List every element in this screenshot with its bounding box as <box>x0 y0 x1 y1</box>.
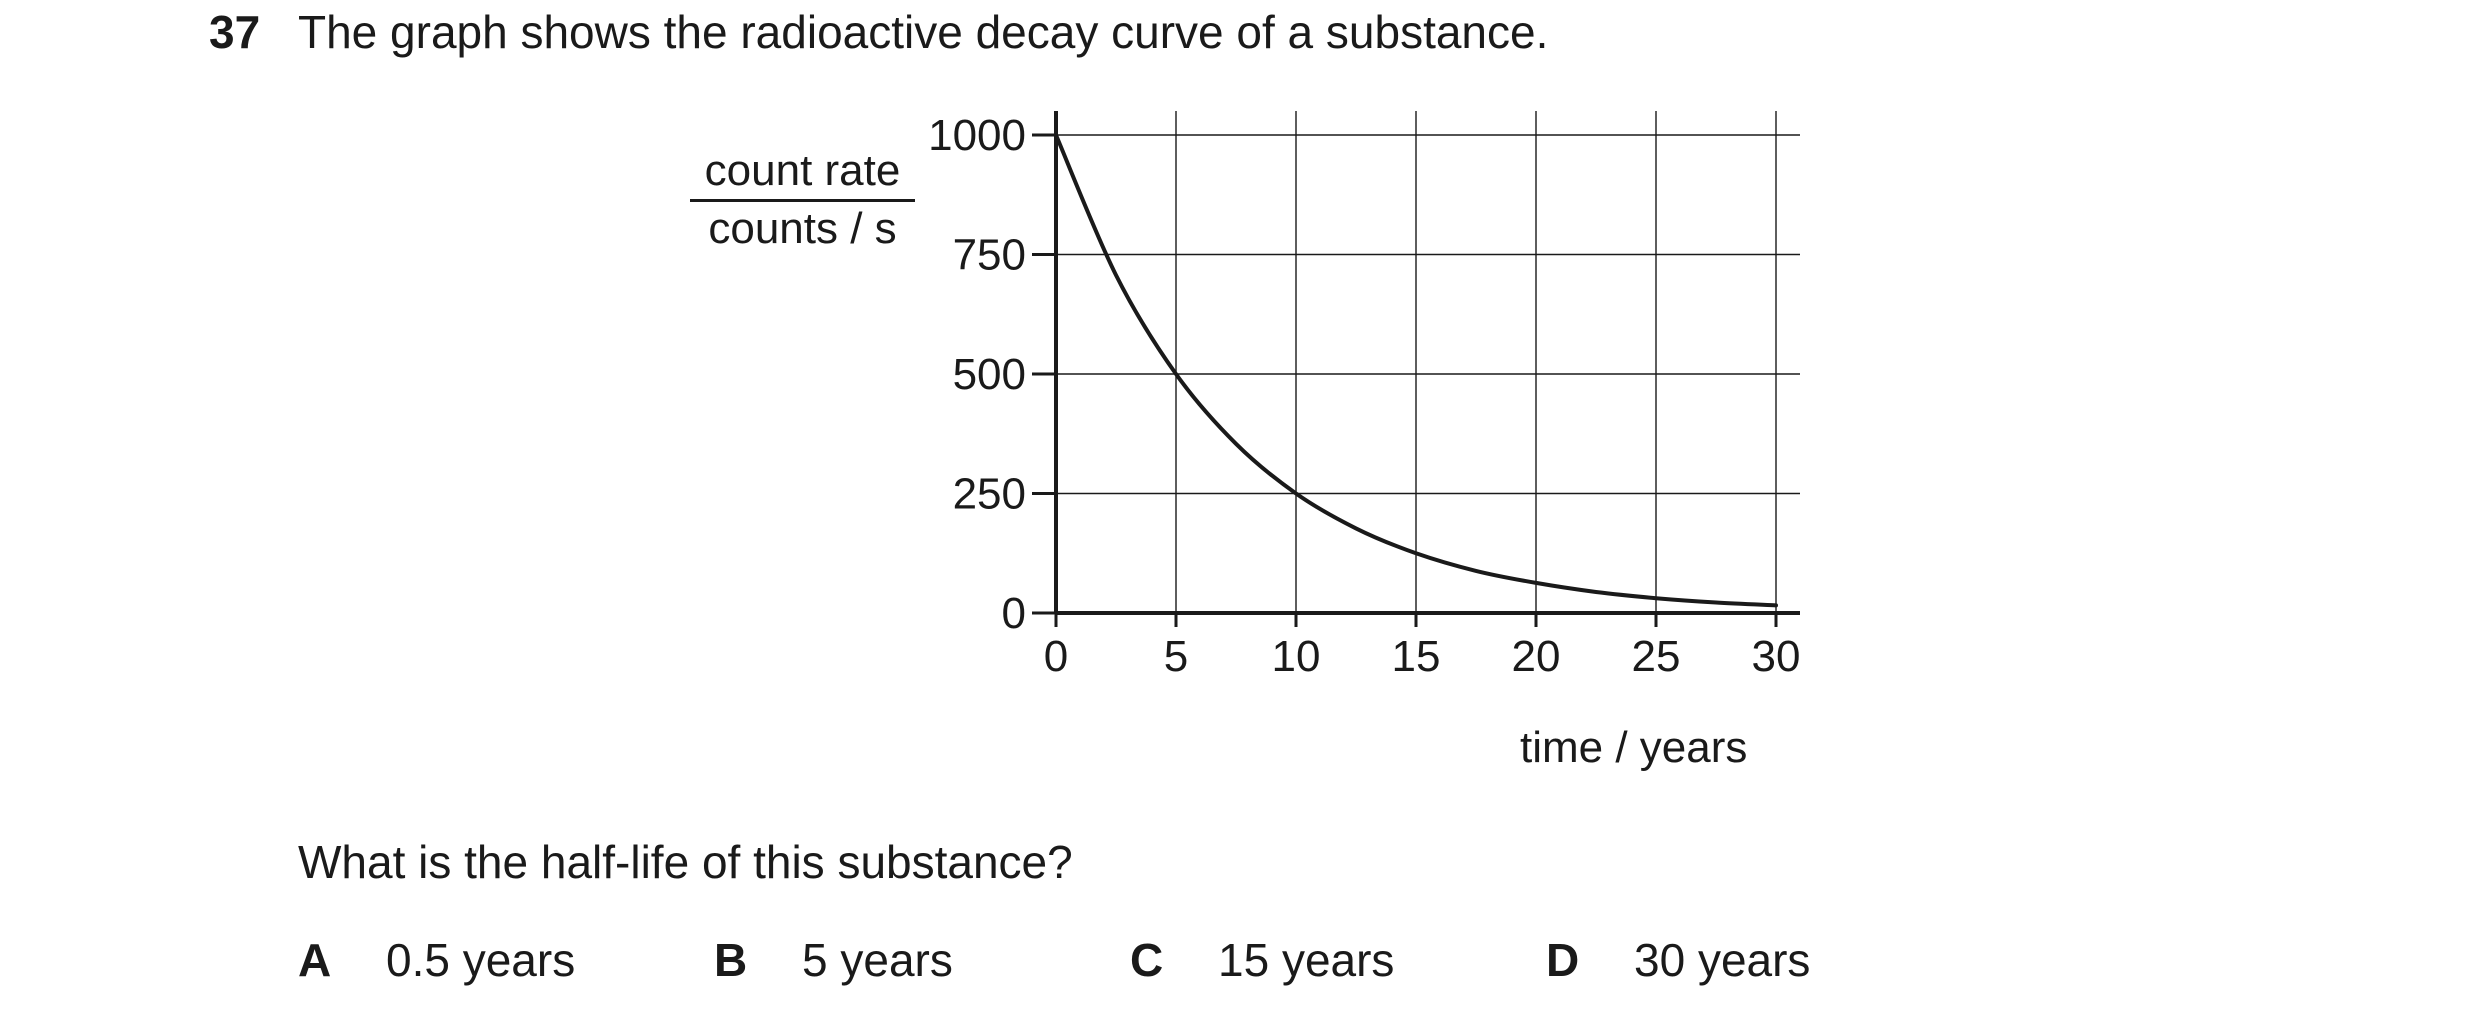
chart-grid <box>1056 111 1800 613</box>
option-d-letter: D <box>1546 934 1580 986</box>
y-axis-label-denominator: counts / s <box>708 204 897 253</box>
option-c-letter: C <box>1130 934 1164 986</box>
decay-curve-line <box>1054 133 1778 608</box>
y-axis-label: count rate counts / s <box>690 146 915 254</box>
question-number: 37 <box>209 6 261 58</box>
option-c-text: 15 years <box>1218 934 1395 986</box>
question-text: The graph shows the radioactive decay cu… <box>298 6 1549 58</box>
x-tick-label-5: 5 <box>1164 632 1188 681</box>
x-axis-label: time / years <box>1520 723 1748 772</box>
y-tick-label-500: 500 <box>953 350 1026 399</box>
x-tick-label-0: 0 <box>1044 632 1068 681</box>
y-tick-label-1000: 1000 <box>928 111 1026 160</box>
option-d-text: 30 years <box>1634 934 1811 986</box>
x-tick-label-20: 20 <box>1512 632 1561 681</box>
chart-axes <box>1054 111 1800 615</box>
chart-ticks: 0 5 10 15 20 25 30 0 250 500 750 1000 <box>928 111 1800 681</box>
y-tick-label-250: 250 <box>953 470 1026 519</box>
question-prompt: What is the half-life of this substance? <box>298 836 1073 888</box>
x-tick-label-15: 15 <box>1392 632 1441 681</box>
x-tick-label-30: 30 <box>1752 632 1801 681</box>
option-a-text: 0.5 years <box>386 934 576 986</box>
option-b-text: 5 years <box>802 934 953 986</box>
y-tick-label-0: 0 <box>1002 589 1026 638</box>
y-tick-label-750: 750 <box>953 231 1026 280</box>
chart-series <box>1054 133 1778 608</box>
option-b-letter: B <box>714 934 748 986</box>
x-tick-label-10: 10 <box>1272 632 1321 681</box>
option-a-letter: A <box>298 934 332 986</box>
y-axis-label-numerator: count rate <box>690 146 915 202</box>
x-tick-label-25: 25 <box>1632 632 1681 681</box>
